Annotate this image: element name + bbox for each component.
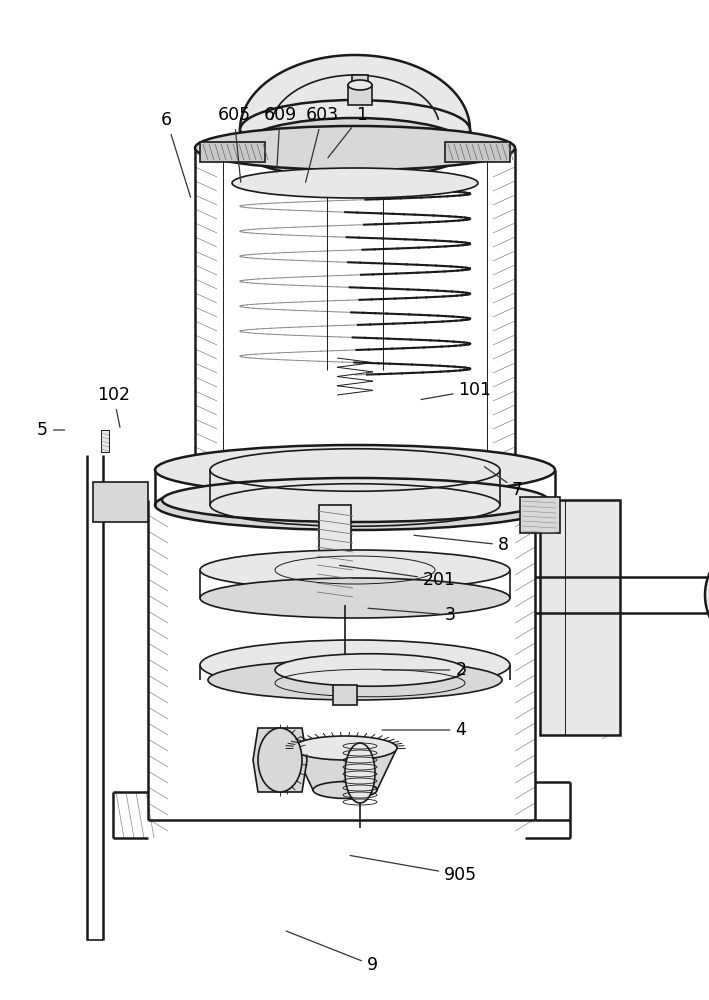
Bar [333,685,357,705]
Ellipse shape [162,478,548,522]
Ellipse shape [155,445,555,495]
Polygon shape [253,728,307,792]
Text: 201: 201 [340,565,456,589]
Polygon shape [293,748,397,790]
Text: 102: 102 [97,386,130,427]
Ellipse shape [155,480,555,530]
Bar [540,500,620,735]
Text: 603: 603 [306,106,339,182]
Bar [352,75,368,87]
Text: 4: 4 [382,721,467,739]
Text: 609: 609 [264,106,296,172]
Ellipse shape [258,728,302,792]
Bar [520,497,560,533]
Text: 7: 7 [484,467,523,499]
Text: 6: 6 [161,111,191,197]
Ellipse shape [348,80,372,90]
Text: 9: 9 [286,931,378,974]
Ellipse shape [313,782,377,798]
Polygon shape [200,142,265,162]
Ellipse shape [705,545,709,645]
Ellipse shape [275,654,465,686]
Text: 5: 5 [37,421,65,439]
Ellipse shape [195,448,515,492]
Ellipse shape [200,640,510,690]
Bar [319,505,351,600]
Polygon shape [445,142,510,162]
Ellipse shape [208,660,502,700]
Bar [93,482,148,522]
Ellipse shape [232,168,478,198]
Text: 605: 605 [218,106,250,182]
Ellipse shape [200,578,510,618]
Ellipse shape [240,100,470,160]
Text: 8: 8 [414,535,509,554]
Bar [101,430,109,452]
Bar [348,85,372,105]
Ellipse shape [195,126,515,170]
Text: 1: 1 [328,106,367,158]
Ellipse shape [232,168,478,198]
Text: 101: 101 [421,381,491,400]
Ellipse shape [293,736,397,760]
Ellipse shape [200,550,510,590]
Polygon shape [240,55,470,130]
Text: 905: 905 [350,855,477,884]
Ellipse shape [345,743,375,803]
Text: 2: 2 [382,661,467,679]
Text: 3: 3 [368,606,456,624]
Ellipse shape [240,118,470,178]
